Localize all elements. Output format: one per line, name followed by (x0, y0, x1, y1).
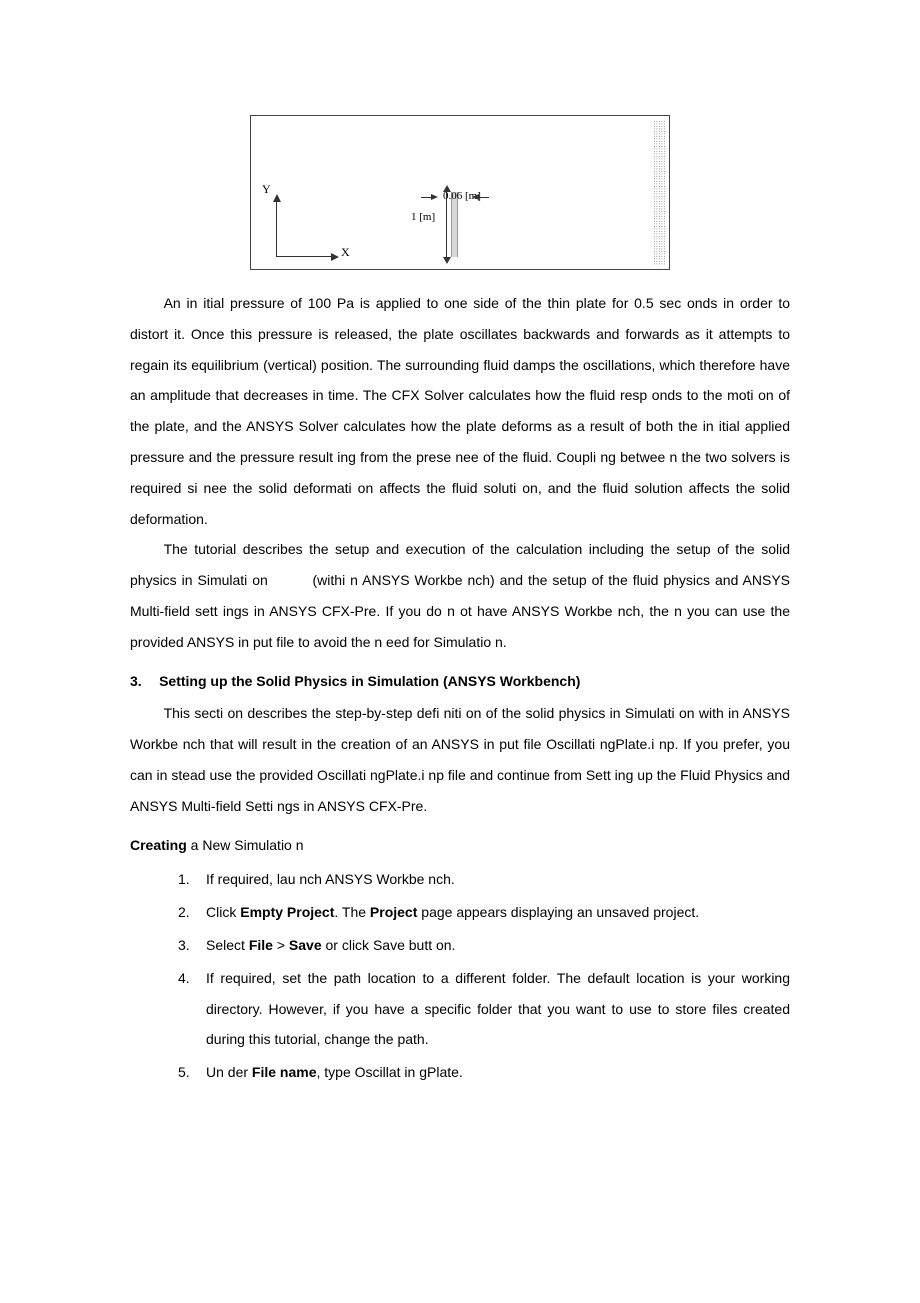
steps-list: 1.If required, lau nch ANSYS Workbe nch.… (130, 864, 790, 1088)
section-title: Setting up the Solid Physics in Simulati… (159, 673, 580, 689)
subheading-creating: Creating a New Simulatio n (130, 830, 790, 861)
subhead-rest: a New Simulatio n (187, 837, 304, 853)
width-dimension-arrows (431, 194, 479, 202)
step-1: 1.If required, lau nch ANSYS Workbe nch. (178, 864, 790, 895)
x-axis-label: X (341, 239, 350, 265)
diagram-figure: Y X 0.06 [m] 1 [m] (250, 115, 670, 270)
step-5: 5.Un der File name, type Oscillat in gPl… (178, 1057, 790, 1088)
y-axis-label: Y (262, 176, 271, 202)
paragraph-intro-2: The tutorial describes the setup and exe… (130, 534, 790, 657)
section-number: 3. (130, 666, 155, 697)
step-2: 2.Click Empty Project. The Project page … (178, 897, 790, 928)
step-3: 3.Select File > Save or click Save butt … (178, 930, 790, 961)
step-4: 4.If required, set the path location to … (178, 963, 790, 1055)
subhead-bold: Creating (130, 837, 187, 853)
section-heading: 3. Setting up the Solid Physics in Simul… (130, 666, 790, 697)
paragraph-section-intro: This secti on describes the step-by-step… (130, 698, 790, 821)
plate-height-label: 1 [m] (411, 205, 435, 229)
paragraph-intro-1: An in itial pressure of 100 Pa is applie… (130, 288, 790, 534)
dotted-wall (653, 120, 665, 265)
